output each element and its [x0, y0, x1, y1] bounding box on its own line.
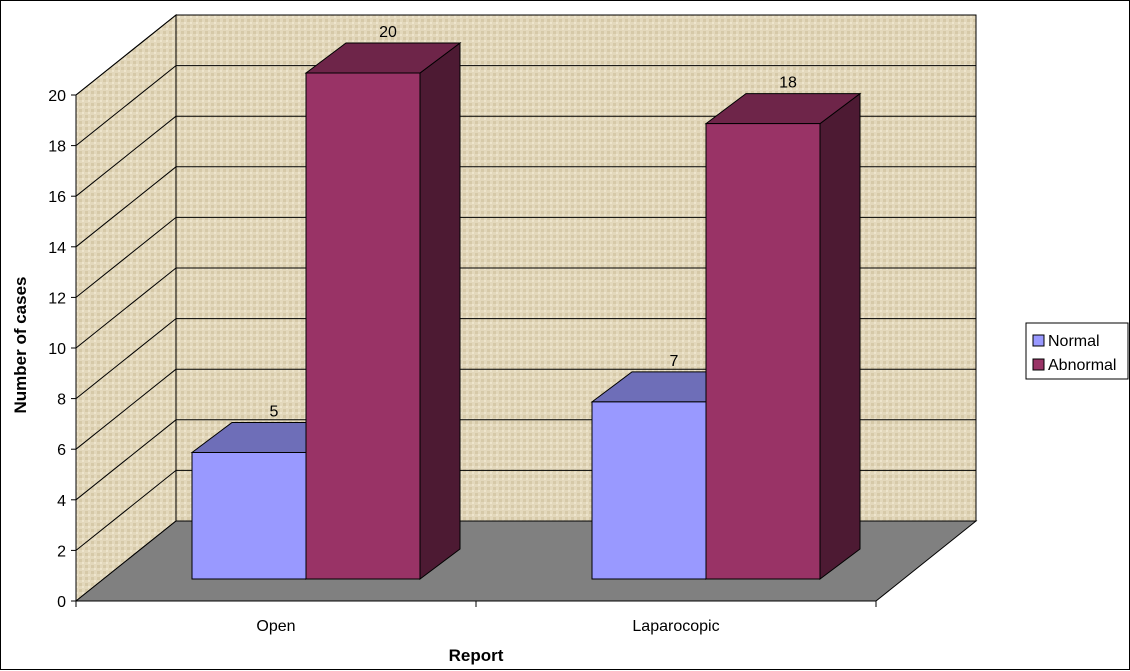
bars [190, 42, 862, 580]
y-tick-label: 6 [57, 442, 66, 459]
legend-swatch [1032, 358, 1045, 371]
y-tick-label: 20 [48, 88, 66, 105]
bar-front [591, 401, 707, 580]
side-gridline [75, 368, 177, 450]
legend-swatch [1032, 334, 1045, 347]
side-gridline [75, 217, 177, 298]
bar-abnormal-laparocopic [704, 92, 862, 580]
data-label: 5 [270, 404, 279, 421]
data-label: 18 [779, 75, 797, 92]
legend-label: Normal [1048, 333, 1100, 350]
legend: Normal Abnormal [1025, 322, 1129, 380]
x-axis-title: Report [449, 646, 504, 665]
side-gridline [75, 470, 177, 551]
y-tick-label: 8 [57, 392, 66, 409]
y-tick-label: 14 [48, 240, 66, 257]
data-label: 20 [379, 24, 397, 41]
x-tick-label: Laparocopic [632, 618, 719, 635]
y-tick-label: 10 [48, 341, 66, 358]
side-gridline [75, 14, 177, 96]
side-gridline [75, 65, 177, 146]
y-tick-label: 16 [48, 189, 66, 206]
data-label: 7 [670, 353, 679, 370]
x-tick-label: Open [256, 618, 295, 635]
bar-front [305, 72, 421, 580]
y-tick-label: 2 [57, 543, 66, 560]
bar-front [705, 123, 821, 580]
side-gridline [75, 318, 177, 399]
legend-label: Abnormal [1048, 357, 1116, 374]
bar-side [819, 92, 861, 580]
legend-item: Normal [1032, 333, 1100, 350]
data-labels: 5 20 7 18 [270, 24, 797, 421]
legend-item: Abnormal [1032, 357, 1116, 374]
side-gridline [75, 166, 177, 248]
y-tick-label: 18 [48, 139, 66, 156]
y-tick-label: 4 [57, 493, 66, 510]
y-axis-title: Number of cases [11, 277, 30, 414]
bar-side [419, 42, 461, 580]
bar-abnormal-open [304, 42, 462, 580]
side-gridline [75, 419, 177, 501]
bar-front [191, 452, 307, 580]
y-tick-label: 0 [57, 594, 66, 611]
side-gridline [75, 267, 177, 349]
side-gridline [75, 115, 177, 197]
axes: 0 2 4 6 8 10 12 14 16 18 20 Open Laparocopic [48, 88, 877, 635]
y-tick-label: 12 [48, 290, 66, 307]
